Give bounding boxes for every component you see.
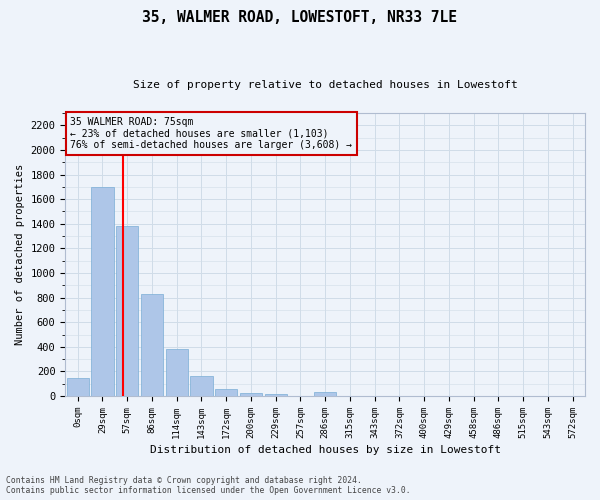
Text: 35, WALMER ROAD, LOWESTOFT, NR33 7LE: 35, WALMER ROAD, LOWESTOFT, NR33 7LE [143, 10, 458, 25]
Bar [240, 393, 262, 396]
Bar [215, 388, 237, 396]
Bar [166, 348, 188, 396]
Bar [91, 187, 113, 396]
Bar [116, 226, 138, 396]
Bar [314, 392, 336, 396]
Text: Contains HM Land Registry data © Crown copyright and database right 2024.
Contai: Contains HM Land Registry data © Crown c… [6, 476, 410, 495]
X-axis label: Distribution of detached houses by size in Lowestoft: Distribution of detached houses by size … [149, 445, 500, 455]
Bar [265, 394, 287, 396]
Bar [190, 376, 212, 396]
Bar [141, 294, 163, 396]
Y-axis label: Number of detached properties: Number of detached properties [15, 164, 25, 345]
Title: Size of property relative to detached houses in Lowestoft: Size of property relative to detached ho… [133, 80, 518, 90]
Text: 35 WALMER ROAD: 75sqm
← 23% of detached houses are smaller (1,103)
76% of semi-d: 35 WALMER ROAD: 75sqm ← 23% of detached … [70, 117, 352, 150]
Bar [67, 378, 89, 396]
